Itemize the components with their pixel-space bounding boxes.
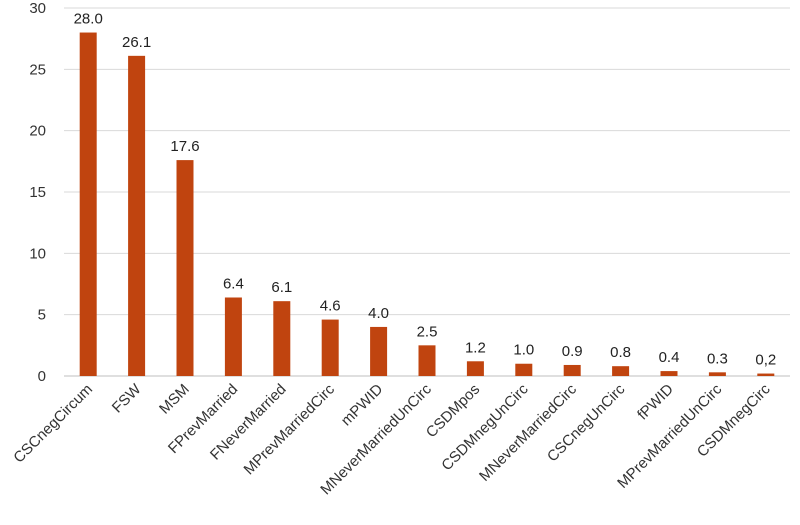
category-label: CSCnegCircum [10,381,96,467]
data-label: 0.4 [659,349,680,366]
data-label: 26.1 [122,34,151,51]
data-labels: 28.0 26.1 17.6 6.4 6.1 4.6 4.0 2.5 1.2 1.0 0.9 0.8 0… [74,11,777,369]
bar [418,345,436,376]
data-label: 2.5 [417,323,438,340]
data-label: 4.0 [368,305,389,322]
bar [79,32,97,377]
bar [273,301,291,376]
data-label: 0.3 [707,350,728,367]
y-tick-label: 15 [29,184,46,201]
y-tick-label: 10 [29,245,46,262]
bar [466,361,484,376]
category-label: CSDMnegUnCirc [438,380,532,474]
y-axis-ticks: 0 5 10 15 20 25 30 [29,0,46,385]
data-label: 6.4 [223,275,244,292]
data-label: 28.0 [74,11,103,28]
y-tick-label: 25 [29,61,46,78]
y-tick-label: 0 [38,368,46,385]
data-label: 1.0 [513,342,534,359]
bars [79,32,775,377]
bar [370,326,388,376]
y-tick-label: 30 [29,0,46,17]
bar [612,366,630,376]
bar [321,319,339,376]
bar [515,363,533,376]
data-label: 1.2 [465,339,486,356]
data-label: 6.1 [271,279,292,296]
gridlines [64,7,790,377]
category-label: FSW [109,380,145,416]
x-axis-categories: CSCnegCircum FSW MSMFPrevMarriedFNeverMarr… [10,380,774,498]
bar [128,55,146,377]
data-label: 0.9 [562,343,583,360]
category-label: mPWID [338,381,387,430]
bar [757,373,775,376]
y-tick-label: 5 [38,307,46,324]
category-label: MPrevMarriedCirc [241,380,339,478]
data-label: 0,2 [755,352,776,369]
category-label: fPWID [634,381,677,424]
category-label: MSM [156,381,193,418]
data-label: 4.6 [320,298,341,315]
data-label: 17.6 [170,138,199,155]
bar [708,372,726,376]
data-label: 0.8 [610,344,631,361]
bar [176,160,194,376]
bar [563,364,581,376]
y-tick-label: 20 [29,123,46,140]
bar [224,297,242,376]
bar [660,371,678,376]
